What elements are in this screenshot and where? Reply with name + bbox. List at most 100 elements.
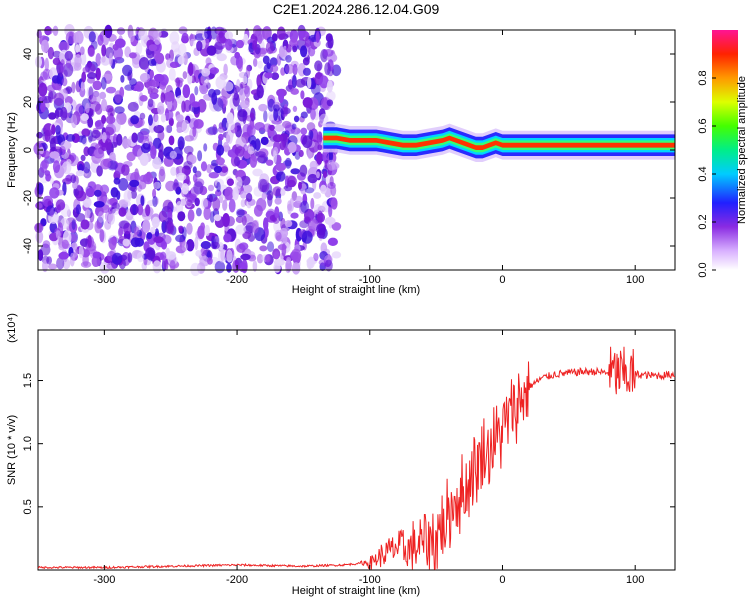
heatmap-cell: [92, 80, 102, 91]
heatmap-cell: [275, 231, 282, 241]
x-tick-label: -300: [93, 574, 115, 586]
heatmap-cell: [162, 199, 174, 213]
heatmap-cell: [213, 214, 222, 222]
heatmap-cell: [291, 123, 297, 130]
heatmap-cell: [299, 164, 308, 177]
heatmap-cell: [55, 125, 61, 135]
heatmap-cell: [172, 182, 180, 192]
heatmap-cell: [182, 84, 191, 99]
heatmap-cell: [186, 199, 193, 207]
heatmap-cell: [91, 255, 101, 267]
heatmap-cell: [142, 219, 151, 233]
heatmap-cell: [65, 134, 76, 142]
heatmap-cell: [274, 124, 285, 132]
heatmap-cell: [54, 109, 60, 119]
heatmap-cell: [259, 245, 268, 252]
heatmap-cell: [51, 124, 56, 135]
heatmap-cell: [263, 110, 268, 123]
heatmap-cell: [148, 59, 157, 67]
heatmap-cell: [216, 32, 227, 44]
heatmap-cell: [120, 75, 125, 83]
heatmap-cell: [104, 24, 113, 39]
heatmap-cell: [129, 30, 135, 43]
heatmap-cell: [284, 147, 290, 155]
heatmap-cell: [207, 184, 215, 192]
heatmap-cell: [218, 133, 224, 141]
x-tick-label: 100: [626, 274, 644, 286]
heatmap-cell: [236, 39, 244, 49]
heatmap-cell: [64, 50, 74, 61]
heatmap-cell: [201, 198, 209, 210]
heatmap-cell: [39, 160, 48, 173]
heatmap-cell: [80, 52, 87, 66]
heatmap-cell: [134, 83, 143, 91]
heatmap-cell: [300, 200, 309, 213]
heatmap-cell: [249, 154, 258, 168]
heatmap-cell: [331, 251, 342, 259]
heatmap-cell: [104, 220, 112, 230]
heatmap-cell: [325, 41, 333, 49]
heatmap-cell: [88, 86, 94, 100]
heatmap-cell: [240, 199, 246, 208]
y-multiplier-label: (x10⁴): [6, 313, 18, 343]
heatmap-cell: [111, 208, 120, 215]
heatmap-cell: [140, 143, 151, 154]
heatmap-cell: [116, 190, 121, 200]
heatmap-cell: [315, 171, 320, 179]
heatmap-cell: [105, 115, 116, 125]
heatmap-cell: [217, 248, 228, 263]
heatmap-cell: [176, 172, 187, 181]
heatmap-cell: [122, 64, 133, 77]
heatmap-cell: [44, 27, 53, 35]
heatmap-cell: [256, 74, 262, 88]
heatmap-cell: [197, 150, 203, 162]
heatmap-cell: [252, 168, 263, 177]
heatmap-cell: [177, 211, 186, 222]
heatmap-cell: [169, 31, 180, 45]
heatmap-cell: [160, 113, 166, 123]
heatmap-cell: [238, 242, 249, 250]
heatmap-cell: [238, 88, 246, 102]
heatmap-cell: [256, 253, 264, 264]
heatmap-cell: [52, 57, 61, 66]
heatmap-cell: [52, 50, 62, 58]
top-x-axis: -300 -200 -100 0 100: [93, 30, 644, 286]
heatmap-cell: [291, 262, 301, 275]
colorbar-tick-label: 0.2: [697, 214, 709, 229]
heatmap-cell: [252, 260, 258, 272]
heatmap-cell: [319, 75, 329, 89]
heatmap-cell: [118, 220, 130, 229]
heatmap-cell: [206, 45, 217, 56]
heatmap-cell: [313, 252, 319, 262]
heatmap-cell: [97, 34, 104, 46]
heatmap-cell: [55, 230, 61, 240]
heatmap-cell: [308, 46, 316, 57]
heatmap-cell: [277, 107, 284, 121]
heatmap-cell: [215, 76, 226, 90]
heatmap-cell: [108, 52, 113, 67]
heatmap-cell: [95, 53, 102, 67]
heatmap-cell: [196, 207, 202, 217]
heatmap-cell: [302, 97, 313, 108]
heatmap-cell: [204, 224, 210, 237]
heatmap-cell: [153, 181, 162, 189]
x-tick-label: 0: [499, 574, 505, 586]
heatmap-cell: [238, 71, 247, 79]
heatmap-cell: [302, 67, 311, 76]
heatmap-cell: [327, 159, 336, 171]
heatmap-cell: [274, 197, 282, 205]
heatmap-cell: [168, 67, 176, 81]
heatmap-cell: [49, 137, 56, 152]
heatmap-cell: [208, 172, 219, 179]
heatmap-cell: [237, 60, 243, 72]
heatmap-cell: [85, 62, 96, 74]
heatmap-cell: [154, 37, 161, 45]
heatmap-cell: [267, 129, 275, 137]
top-y-axis: -40 -20 0 20 40: [22, 48, 675, 254]
heatmap-cell: [224, 38, 233, 51]
heatmap-cell: [236, 208, 245, 218]
heatmap-cell: [107, 207, 113, 215]
heatmap-cell: [200, 222, 206, 231]
heatmap-cell: [329, 176, 334, 187]
